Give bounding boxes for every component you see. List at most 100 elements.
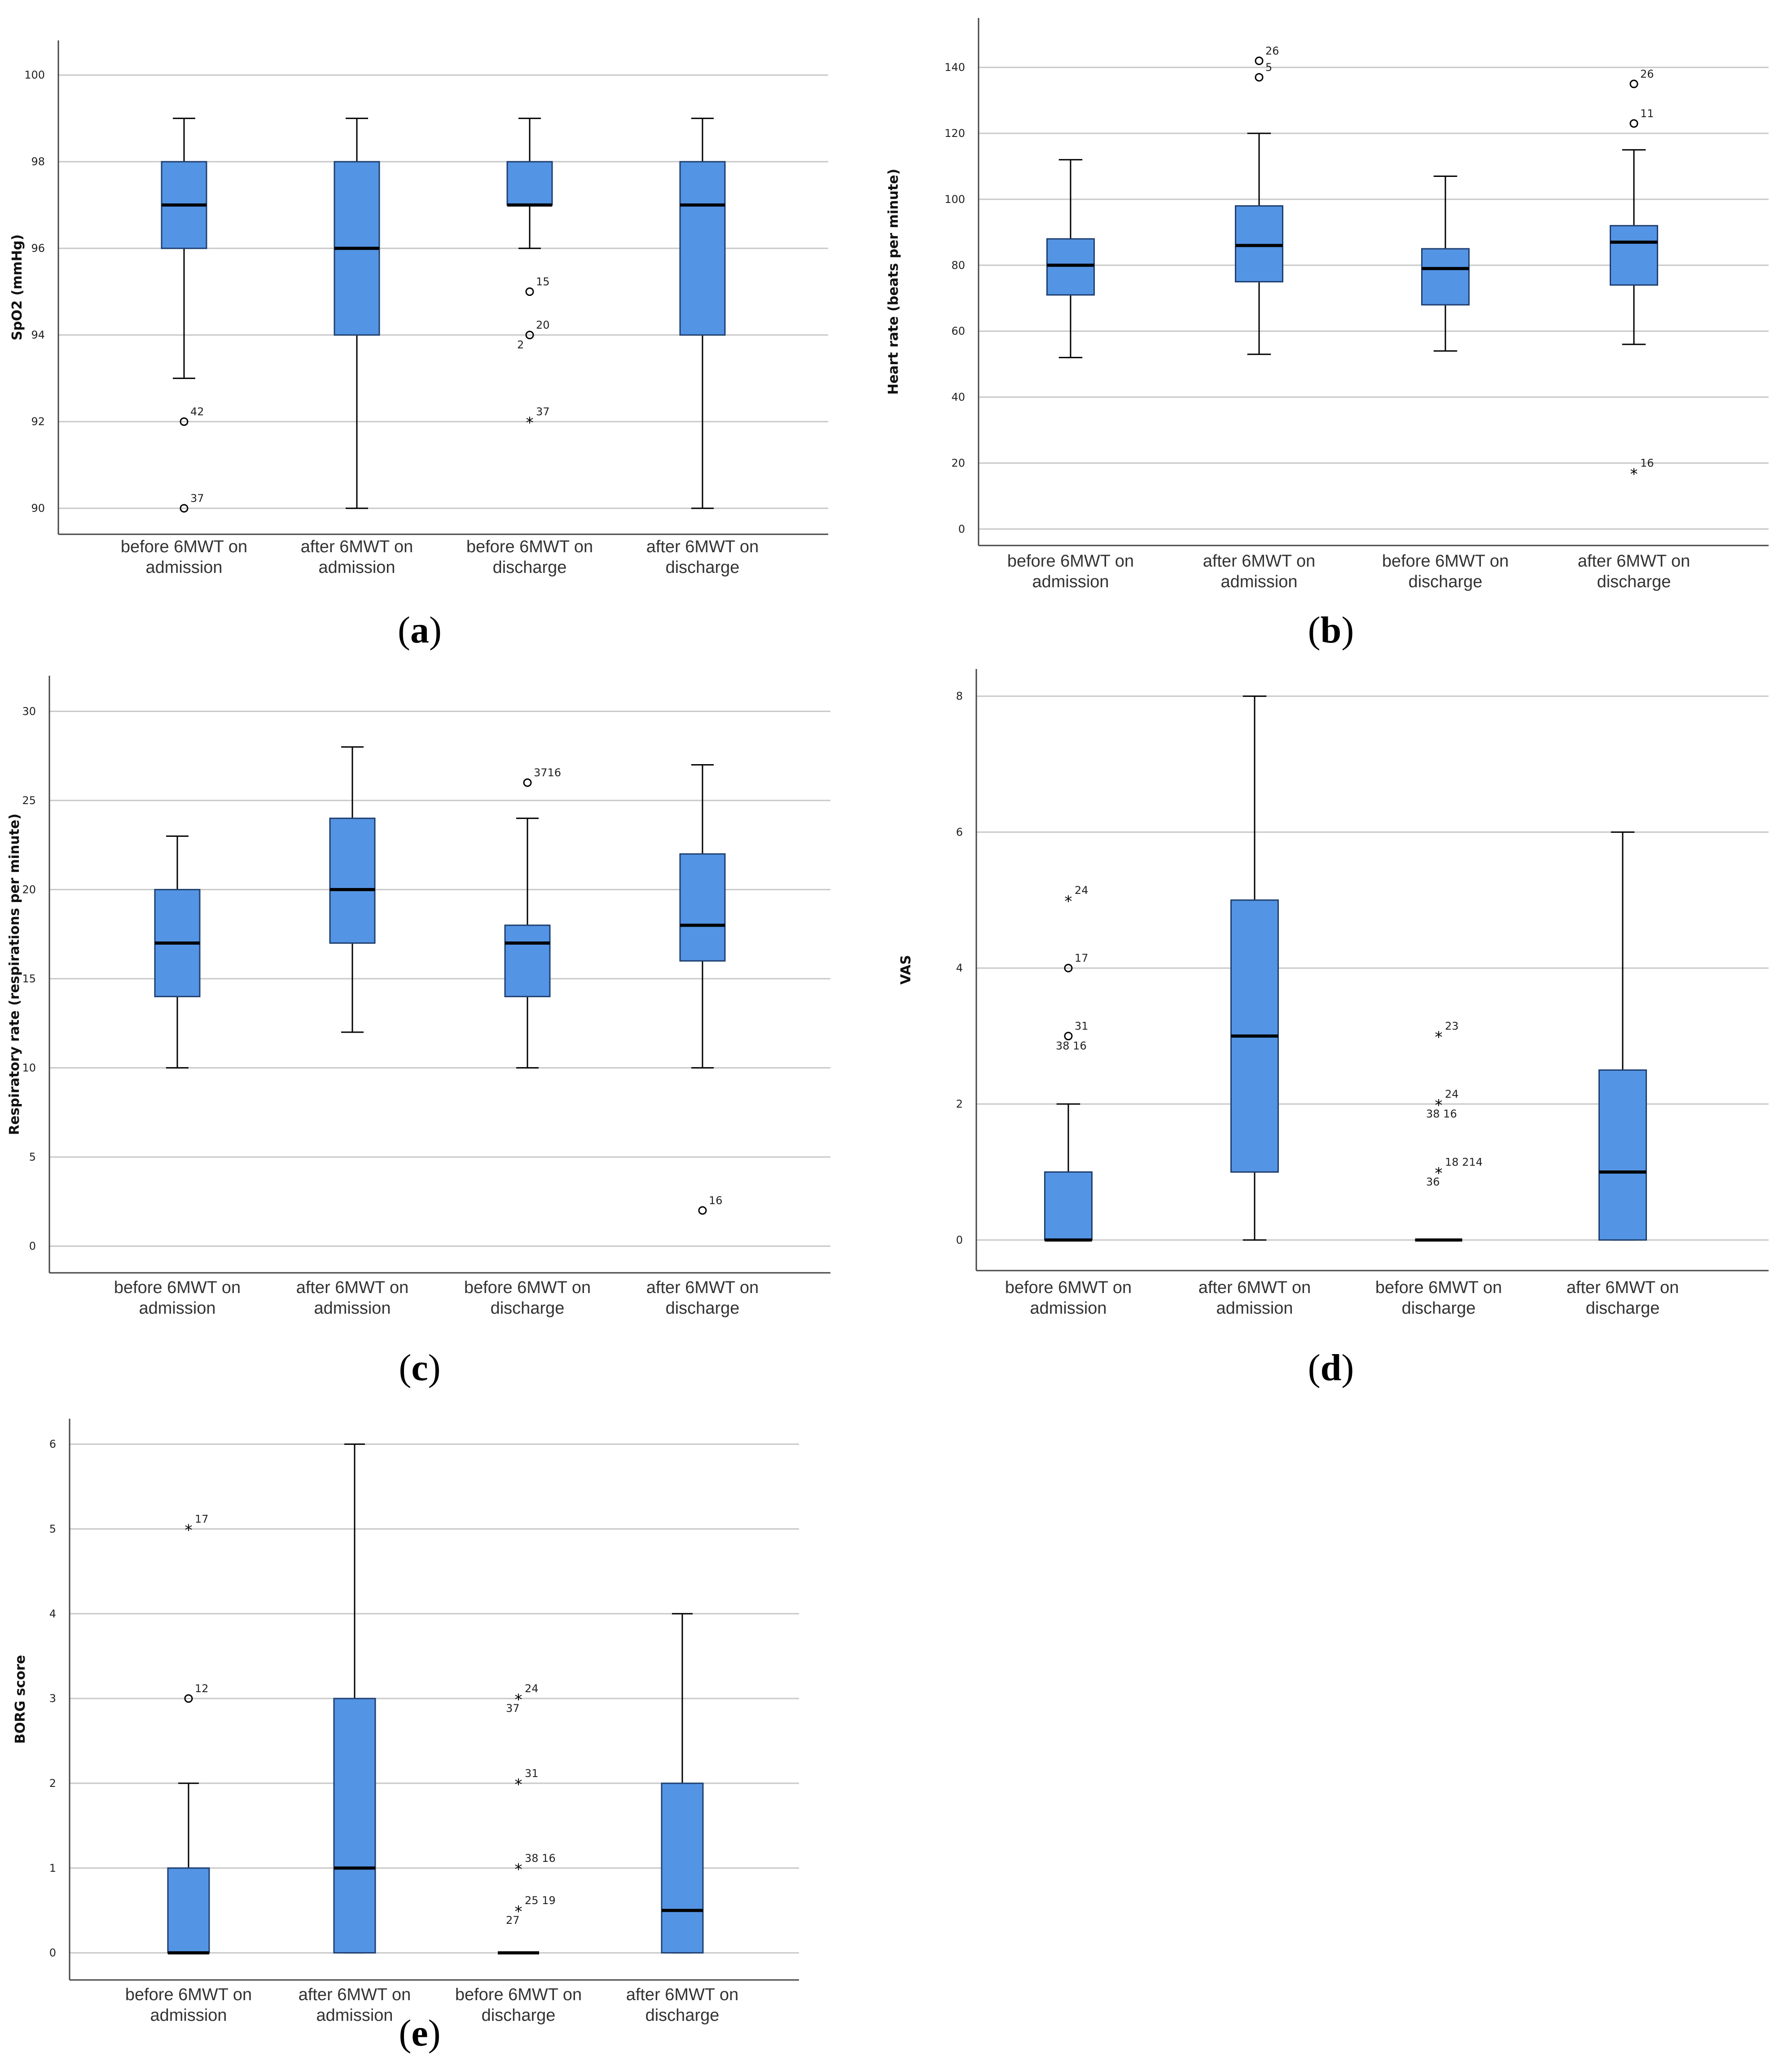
outlier-label: 2 [517, 339, 524, 351]
x-category-label: discharge [1597, 572, 1671, 591]
y-tick-label: 90 [31, 502, 45, 515]
outlier-circle [184, 1694, 193, 1703]
outlier-label: 37 [190, 492, 204, 505]
x-category-label: after 6MWT on [1199, 1278, 1311, 1297]
y-tick-label: 6 [49, 1438, 56, 1451]
y-tick-label: 5 [49, 1522, 56, 1535]
y-tick-label: 0 [49, 1947, 56, 1959]
x-category-label: admission [1216, 1299, 1293, 1318]
caption-c: (c) [399, 1347, 441, 1389]
x-category-label: after 6MWT on [296, 1278, 409, 1297]
x-category-label: discharge [666, 1299, 740, 1318]
chart-a-svg: 90 92 94 96 98 100 SpO2 (mmHg) 42 37 before 6MWT … [9, 40, 828, 577]
x-category-label: after 6MWT on [299, 1985, 411, 2004]
x-category-label: admission [150, 2006, 227, 2025]
x-category-label: admission [145, 558, 222, 577]
y-tick-label: 25 [22, 794, 36, 807]
x-category-label: discharge [666, 558, 740, 577]
x-category-label: admission [1032, 572, 1109, 591]
outlier-star: * [1065, 893, 1072, 911]
outlier-circle [525, 287, 534, 296]
outlier-label: 37 [536, 405, 550, 418]
x-category-label: discharge [491, 1299, 565, 1318]
outlier-circle [1255, 73, 1264, 82]
outlier-star: * [185, 1521, 193, 1539]
outlier-label: 5 [1265, 61, 1272, 74]
y-tick-label: 8 [956, 690, 963, 703]
outlier-label: 37 [506, 1702, 520, 1715]
outlier-label: 38 16 [1426, 1108, 1457, 1120]
outlier-circle [1064, 1032, 1073, 1041]
outlier-label: 17 [195, 1513, 209, 1525]
box [1421, 248, 1470, 306]
y-tick-label: 0 [958, 523, 965, 535]
y-tick-label: 92 [31, 415, 45, 428]
x-category-label: after 6MWT on [626, 1985, 739, 2004]
chart-panel-e: 0 1 2 3 4 5 6 BORG score * 17 12 before 6MWT on admi… [0, 1383, 853, 2025]
outlier-star: * [1435, 1096, 1443, 1114]
outlier-label: 3716 [534, 766, 561, 779]
x-category-label: after 6MWT on [1203, 552, 1316, 571]
chart-b-svg: 0 20 40 60 80 100 120 140 Heart rate (beats per … [886, 18, 1769, 591]
outlier-label: 38 16 [525, 1852, 556, 1865]
y-axis-label: Respiratory rate (respirations per minut… [7, 814, 22, 1135]
outlier-label: 16 [1640, 457, 1654, 469]
outlier-star: * [1435, 1029, 1443, 1047]
y-tick-label: 140 [944, 61, 965, 74]
outlier-label: 27 [506, 1914, 520, 1927]
x-category-label: discharge [1586, 1299, 1660, 1318]
x-category-label: admission [139, 1299, 215, 1318]
y-tick-label: 10 [22, 1061, 36, 1074]
x-category-label: after 6MWT on [646, 537, 759, 556]
outlier-label: 11 [1640, 107, 1654, 120]
x-category-label: discharge [493, 558, 567, 577]
outlier-circle [1629, 119, 1638, 128]
x-category-label: after 6MWT on [1578, 552, 1690, 571]
x-category-label: before 6MWT on [125, 1985, 252, 2004]
outlier-label: 31 [525, 1767, 539, 1780]
outlier-label: 24 [1445, 1088, 1459, 1100]
outlier-label: 42 [190, 405, 204, 418]
y-tick-label: 40 [951, 391, 965, 404]
outlier-label: 38 16 [1056, 1040, 1087, 1052]
x-category-label: after 6MWT on [1567, 1278, 1679, 1297]
outlier-star: * [515, 1776, 522, 1794]
x-category-label: before 6MWT on [1382, 552, 1509, 571]
box [506, 161, 553, 206]
outlier-circle [180, 504, 189, 513]
outlier-label: 15 [536, 276, 550, 288]
y-tick-label: 94 [31, 329, 45, 341]
x-category-label: before 6MWT on [1007, 552, 1134, 571]
box [1610, 225, 1658, 286]
box [504, 924, 551, 998]
outlier-circle [1255, 56, 1264, 65]
chart-panel-d: 0 2 4 6 8 VAS * 24 17 31 38 16 before 6MWT on admiss… [889, 647, 1778, 1347]
chart-c-svg: 0 5 10 15 20 25 30 Respiratory rate (respiratio… [7, 676, 830, 1318]
y-tick-label: 96 [31, 242, 45, 255]
outlier-label: 31 [1075, 1020, 1089, 1033]
box [329, 818, 376, 944]
outlier-star: * [1630, 465, 1638, 483]
outlier-label: 20 [536, 319, 550, 331]
outlier-label: 18 214 [1445, 1156, 1483, 1168]
outlier-circle [1064, 963, 1073, 972]
y-tick-label: 100 [944, 193, 965, 206]
outlier-circle [1629, 79, 1638, 88]
caption-d: (d) [1308, 1347, 1354, 1389]
box [1598, 1069, 1647, 1241]
outlier-star: * [1435, 1164, 1443, 1182]
outlier-label: 26 [1640, 68, 1654, 80]
outlier-label: 25 19 [525, 1894, 556, 1907]
caption-e: (e) [399, 2012, 441, 2054]
chart-panel-a: 90 92 94 96 98 100 SpO2 (mmHg) 42 37 before 6MWT … [0, 0, 853, 611]
y-tick-label: 120 [944, 127, 965, 140]
y-tick-label: 20 [22, 883, 36, 896]
x-category-label: admission [1030, 1299, 1106, 1318]
y-axis-label: VAS [898, 955, 914, 985]
outlier-label: 17 [1075, 952, 1089, 964]
y-tick-label: 4 [49, 1607, 56, 1620]
y-tick-label: 5 [29, 1151, 36, 1163]
outlier-label: 16 [709, 1194, 723, 1207]
y-axis-label: Heart rate (beats per minute) [886, 169, 901, 395]
box [1044, 1171, 1093, 1241]
